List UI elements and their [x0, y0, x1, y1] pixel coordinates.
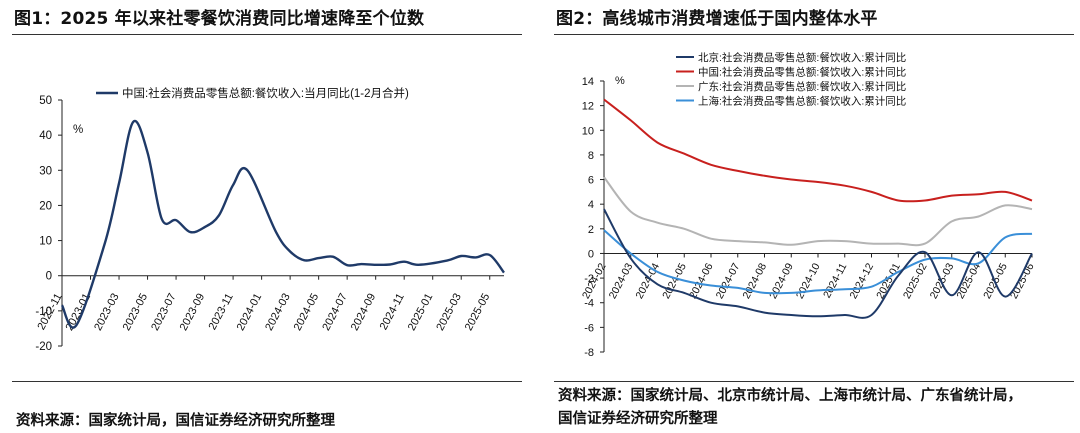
x-tick-label: 2024-09	[767, 261, 796, 301]
x-tick-label: 2024-12	[847, 261, 876, 301]
series-line-china	[603, 98, 1033, 203]
figure-2-bottom-rule	[554, 381, 1074, 382]
x-tick-label: 2024-03	[607, 261, 636, 301]
figure-1-panel: 图1：2025 年以来社零餐饮消费同比增速降至个位数 -20 -10 0 10 20 30…	[12, 9, 522, 429]
series-line-beijing	[603, 208, 1033, 319]
x-tick-label: 2025-01	[874, 261, 903, 301]
x-tick-label: 2025-05	[463, 291, 493, 332]
x-tick-label: 2023-05	[121, 291, 151, 332]
y-tick-label: 6	[588, 175, 594, 187]
legend-label: 中国:社会消费品零售总额:餐饮收入:当月同比(1-2月合并)	[122, 86, 409, 100]
y-tick-label: 0	[46, 271, 52, 283]
y-tick-label: -8	[584, 347, 594, 359]
y-tick-label: -20	[35, 341, 52, 353]
figure-1-source: 资料来源：国家统计局，国信证券经济研究所整理	[16, 413, 335, 429]
series-line-china-catering	[60, 119, 505, 329]
x-tick-label: 2024-09	[349, 291, 379, 332]
series-line-guangdong	[603, 176, 1033, 247]
x-tick-label: 2024-11	[821, 261, 849, 300]
figure-1-title: 图1：2025 年以来社零餐饮消费同比增速降至个位数	[14, 9, 425, 29]
figure-2-top-rule	[554, 34, 1074, 35]
y-tick-label: 14	[582, 76, 594, 88]
x-tick-label: 2024-11	[378, 291, 407, 332]
figure-2-title: 图2：高线城市消费增速低于国内整体水平	[556, 9, 878, 29]
x-tick-label: 2024-07	[714, 261, 743, 301]
x-tick-label: 2023-09	[178, 291, 208, 332]
figure-1-bottom-rule	[12, 381, 522, 382]
legend-label: 广东:社会消费品零售总额:餐饮收入:累计同比	[698, 80, 906, 93]
x-tick-label: 2023-07	[149, 291, 179, 332]
figure-2-panel: 图2：高线城市消费增速低于国内整体水平 -8 -6 -4 -2 0 2 4 6 8 10 12 14%…	[552, 0, 1080, 433]
y-tick-label: 0	[588, 248, 594, 260]
y-tick-label: -2	[584, 273, 594, 285]
x-tick-label: 2024-07	[320, 291, 350, 332]
figure-1-top-rule	[12, 34, 522, 35]
y-tick-label: 8	[588, 150, 594, 162]
y-tick-label: 30	[39, 165, 52, 177]
y-tick-label: 40	[39, 130, 52, 142]
y-tick-label: -6	[584, 322, 594, 334]
x-tick-label: 2024-05	[292, 291, 322, 332]
y-tick-label: -4	[584, 298, 594, 310]
y-tick-label: 20	[39, 200, 52, 212]
y-tick-label: 10	[582, 125, 594, 137]
y-tick-label: 12	[582, 101, 594, 113]
y-tick-label: -10	[35, 306, 52, 318]
x-tick-label: 2025-03	[434, 291, 464, 332]
legend-label: 上海:社会消费品零售总额:餐饮收入:累计同比	[698, 95, 906, 108]
x-tick-label: 2024-03	[263, 291, 293, 332]
y-tick-label: 4	[588, 199, 594, 211]
legend-label: 北京:社会消费品零售总额:餐饮收入:累计同比	[698, 51, 906, 64]
x-tick-label: 2024-08	[740, 261, 769, 301]
figure-1-chart: -20-1001020304050%2022-112023-012023-032…	[35, 86, 505, 353]
y-tick-label: 50	[39, 95, 52, 107]
y-unit-label: %	[615, 75, 625, 87]
x-tick-label: 2023-03	[92, 291, 122, 332]
legend-label: 中国:社会消费品零售总额:餐饮收入:累计同比	[698, 66, 906, 79]
x-tick-label: 2025-06	[1008, 261, 1037, 301]
x-tick-label: 2024-10	[794, 261, 823, 301]
figure-2-source-line-2: 国信证券经济研究所整理	[558, 411, 718, 427]
y-unit-label: %	[73, 124, 83, 136]
figure-2-source-line-1: 资料来源：国家统计局、北京市统计局、上海市统计局、广东省统计局，	[558, 388, 1022, 404]
y-tick-label: 10	[39, 236, 52, 248]
series-line-shanghai	[603, 229, 1033, 295]
x-tick-label: 2025-01	[406, 291, 436, 332]
y-tick-label: 2	[588, 224, 594, 236]
figure-2-source: 资料来源：国家统计局、北京市统计局、上海市统计局、广东省统计局， 国信证券经济研…	[558, 385, 1022, 431]
x-tick-label: 2023-11	[207, 291, 236, 332]
x-tick-label: 2024-01	[235, 291, 265, 332]
